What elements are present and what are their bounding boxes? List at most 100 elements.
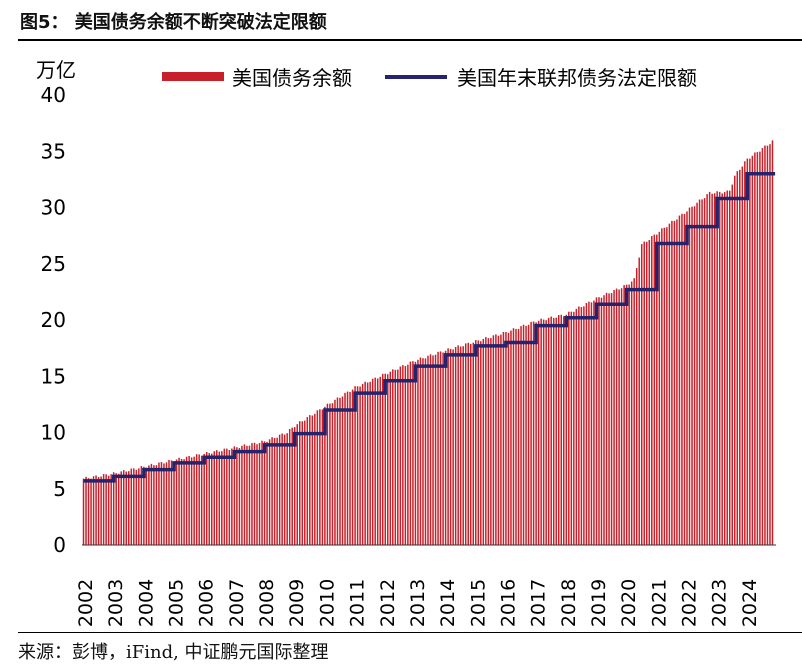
debt-bar: [414, 361, 417, 545]
debt-bar: [221, 451, 223, 545]
debt-bar: [625, 284, 628, 545]
debt-bar: [744, 161, 746, 545]
source-note: 来源：彭博，iFind, 中证鹏元国际整理: [18, 642, 329, 663]
debt-bar: [351, 389, 354, 545]
debt-bar: [429, 354, 432, 545]
debt-bar: [497, 335, 500, 545]
debt-bar: [492, 335, 495, 545]
debt-bar: [653, 234, 656, 545]
debt-bar: [226, 448, 228, 545]
debt-bar: [331, 403, 334, 545]
debt-chart: 0 5 10 15 20 25 30 35 40 2002 2003 2004 2005 2006 2007…: [41, 83, 776, 627]
debt-bar: [273, 438, 276, 545]
debt-bar: [618, 289, 620, 545]
y-axis-unit-label: 万亿: [36, 58, 76, 82]
debt-bar: [143, 466, 145, 545]
debt-bar: [681, 213, 683, 546]
debt-bar: [749, 158, 751, 545]
debt-bar: [115, 473, 117, 545]
x-tick-label: 2015: [467, 579, 489, 627]
x-tick-label: 2013: [407, 579, 429, 627]
x-tick-label: 2022: [679, 579, 701, 627]
debt-bar: [527, 324, 530, 545]
debt-bar: [102, 474, 105, 545]
debt-bar: [158, 462, 160, 545]
debt-bar: [573, 311, 575, 545]
debt-bar: [233, 446, 236, 545]
x-tick-label: 2004: [135, 579, 157, 627]
debt-bar: [515, 328, 517, 545]
debt-bar: [575, 308, 578, 545]
debt-bar: [555, 317, 557, 545]
debt-bar: [766, 145, 769, 545]
debt-bar: [128, 471, 130, 545]
debt-bar: [635, 268, 638, 545]
debt-bar: [376, 378, 379, 545]
debt-bar: [691, 206, 693, 545]
debt-bar: [381, 373, 384, 545]
debt-bar: [155, 465, 158, 545]
debt-bar: [316, 410, 319, 545]
debt-bar: [480, 341, 482, 545]
debt-bar: [640, 244, 643, 545]
debt-bar: [100, 476, 102, 545]
debt-bar: [314, 413, 316, 545]
debt-bar: [148, 465, 150, 545]
debt-bar: [759, 151, 761, 545]
legend-label-debt-limit: 美国年末联邦债务法定限额: [457, 66, 697, 90]
debt-bar: [90, 478, 92, 545]
debt-bar: [248, 445, 251, 545]
debt-bar: [165, 462, 168, 545]
debt-bar: [95, 475, 97, 545]
debt-bar: [359, 386, 361, 545]
debt-bar: [688, 207, 691, 545]
debt-bar: [263, 441, 266, 545]
debt-bar: [117, 473, 120, 545]
debt-bar: [547, 317, 550, 545]
debt-bar: [122, 470, 125, 545]
debt-bar: [708, 191, 711, 545]
x-tick-label: 2024: [739, 579, 761, 627]
debt-bar: [728, 190, 731, 545]
debt-bar: [646, 241, 648, 545]
x-tick-label: 2005: [166, 579, 188, 627]
debt-bar: [216, 450, 218, 545]
debt-bar: [120, 471, 122, 545]
y-tick-label: 30: [41, 196, 66, 220]
debt-bar: [673, 220, 676, 546]
debt-bar: [585, 303, 588, 545]
debt-bar: [369, 381, 371, 545]
x-tick-label: 2002: [75, 579, 97, 627]
debt-bar: [329, 403, 331, 545]
x-tick-label: 2010: [316, 579, 338, 627]
debt-bar: [598, 297, 600, 545]
debt-bar: [736, 171, 739, 545]
debt-bar: [439, 351, 442, 545]
debt-bar: [713, 193, 716, 546]
debt-bar: [678, 215, 681, 546]
debt-bar: [276, 437, 278, 545]
debt-bar: [271, 437, 273, 545]
legend-swatch-limit-line: [385, 74, 447, 79]
debt-bar: [283, 434, 286, 545]
x-tick-label: 2007: [226, 579, 248, 627]
debt-bar: [140, 466, 143, 545]
debt-bar: [150, 463, 153, 545]
debt-bar: [600, 297, 603, 545]
debt-bar: [693, 206, 696, 545]
debt-bar: [565, 314, 568, 545]
debt-bar: [764, 145, 766, 545]
debt-bar: [477, 340, 480, 545]
x-tick-label: 2011: [347, 579, 369, 627]
debt-bar: [231, 448, 233, 545]
debt-bar: [467, 342, 469, 545]
debt-bar: [200, 455, 203, 545]
debt-bar: [731, 184, 733, 545]
debt-bar: [502, 331, 505, 545]
title-rule: [18, 39, 802, 41]
x-tick-label: 2017: [528, 579, 550, 627]
debt-bar: [336, 397, 339, 545]
y-tick-label: 35: [41, 139, 66, 163]
debt-bar: [525, 325, 527, 545]
debt-bar: [334, 399, 336, 545]
